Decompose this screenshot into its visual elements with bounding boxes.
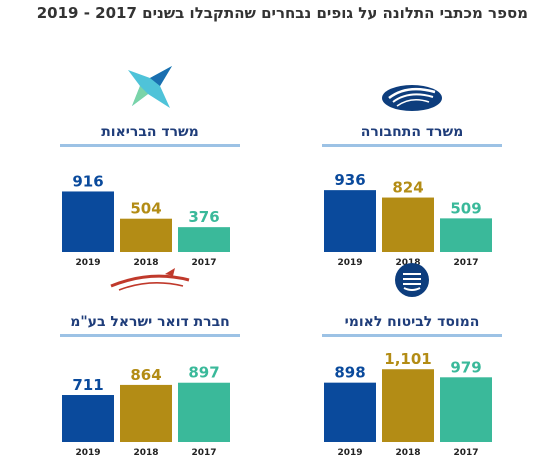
data-label-2019: 711	[72, 376, 103, 394]
tick-label-2017: 2017	[191, 448, 216, 458]
data-label-2017: 897	[188, 364, 219, 382]
title-divider	[322, 144, 502, 147]
data-label-2017: 376	[188, 208, 219, 226]
tick-label-2018: 2018	[395, 448, 420, 458]
data-label-2018: 864	[130, 366, 161, 384]
tick-label-2019: 2019	[75, 258, 100, 268]
bar-2019	[62, 191, 114, 252]
chart-panel: משרד הבריאות 916 2019 504 2018 376 2017	[60, 62, 240, 272]
data-label-2018: 824	[392, 179, 423, 197]
tick-label-2017: 2017	[453, 448, 478, 458]
panel-title: חברת דואר ישראל בע"מ	[70, 314, 230, 330]
chart-panel: משרד התחבורה 936 2019 824 2018 509 2017	[322, 62, 502, 272]
chart-panel: המוסד לביטוח לאומי 898 2019 1,101 2018 979 20…	[322, 252, 502, 462]
data-label-2017: 509	[450, 199, 481, 217]
data-label-2018: 1,101	[384, 350, 431, 368]
tick-label-2018: 2018	[395, 258, 420, 268]
bar-2018	[382, 369, 434, 442]
bar-2019	[324, 190, 376, 252]
chart-panel: חברת דואר ישראל בע"מ 711 2019 864 2018 897 20…	[60, 252, 240, 462]
tick-label-2019: 2019	[337, 258, 362, 268]
tick-label-2017: 2017	[191, 258, 216, 268]
bar-2017	[440, 218, 492, 252]
bar-chart: 898 2019 1,101 2018 979 2017	[324, 350, 492, 458]
bar-2018	[382, 197, 434, 252]
star-logo-icon	[60, 62, 240, 112]
page-title: מספר מכתבי התלונה על גופים נבחרים שהתקבל…	[36, 4, 528, 22]
data-label-2019: 898	[334, 364, 365, 382]
title-divider	[322, 334, 502, 337]
panel-title: משרד התחבורה	[360, 124, 464, 140]
tick-label-2018: 2018	[133, 258, 158, 268]
bar-2019	[62, 395, 114, 442]
data-label-2019: 936	[334, 171, 365, 189]
panel-title: המוסד לביטוח לאומי	[344, 314, 480, 330]
title-divider	[60, 334, 240, 337]
bar-2017	[178, 227, 230, 252]
wave-emblem-icon	[322, 62, 502, 112]
bar-2019	[324, 382, 376, 442]
tick-label-2019: 2019	[337, 448, 362, 458]
bar-2018	[120, 384, 172, 442]
title-divider	[60, 144, 240, 147]
bar-2017	[440, 377, 492, 442]
tick-label-2017: 2017	[453, 258, 478, 268]
bar-2018	[120, 218, 172, 252]
tick-label-2019: 2019	[75, 448, 100, 458]
postal-logo-icon	[60, 252, 240, 302]
data-label-2018: 504	[130, 200, 161, 218]
bar-2017	[178, 382, 230, 442]
insurance-emblem-icon	[322, 252, 502, 302]
bar-chart: 916 2019 504 2018 376 2017	[62, 172, 230, 268]
bar-chart: 711 2019 864 2018 897 2017	[62, 364, 230, 458]
bar-chart: 936 2019 824 2018 509 2017	[324, 171, 492, 268]
tick-label-2018: 2018	[133, 448, 158, 458]
data-label-2017: 979	[450, 358, 481, 376]
data-label-2019: 916	[72, 172, 103, 190]
panel-title: משרד הבריאות	[101, 124, 199, 140]
